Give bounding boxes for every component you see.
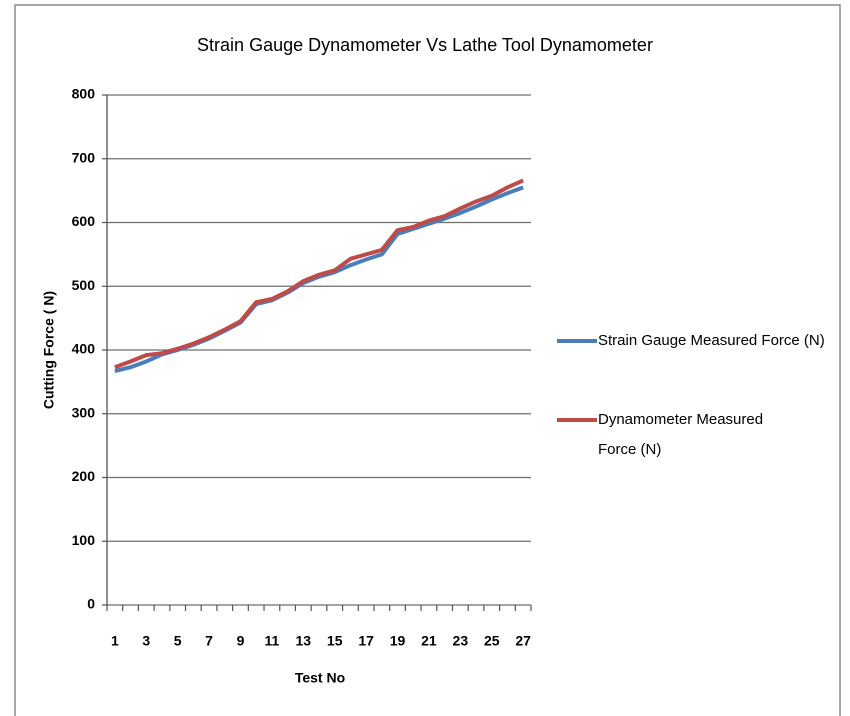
x-tick-label: 9 — [237, 633, 245, 649]
x-tick-label: 7 — [205, 633, 213, 649]
x-tick-label: 15 — [327, 633, 343, 649]
x-tick-label: 17 — [358, 633, 374, 649]
chart-title: Strain Gauge Dynamometer Vs Lathe Tool D… — [197, 35, 653, 55]
x-tick-label: 27 — [515, 633, 531, 649]
y-tick-label: 300 — [72, 404, 96, 420]
y-tick-label: 200 — [72, 468, 96, 484]
y-axis-label: Cutting Force ( N) — [41, 291, 57, 409]
x-tick-label: 13 — [296, 633, 312, 649]
x-axis-label: Test No — [295, 670, 345, 686]
y-tick-label: 700 — [72, 149, 96, 165]
y-tick-label: 400 — [72, 341, 96, 357]
data-line — [114, 178, 524, 370]
x-tick-label: 19 — [390, 633, 406, 649]
y-tick-label: 0 — [87, 596, 95, 612]
y-tick-label: 100 — [72, 532, 96, 548]
x-tick-label: 25 — [484, 633, 500, 649]
x-tick-label: 5 — [174, 633, 182, 649]
y-tick-label: 500 — [72, 277, 96, 293]
legend-label: Strain Gauge Measured Force (N) — [598, 332, 825, 349]
x-tick-label: 23 — [453, 633, 469, 649]
x-tick-label: 11 — [264, 633, 279, 649]
x-tick-label: 21 — [421, 633, 437, 649]
y-tick-label: 600 — [72, 213, 96, 229]
legend-label: Dynamometer Measured Force (N) — [598, 411, 764, 458]
x-tick-label: 1 — [111, 633, 119, 649]
x-tick-label: 3 — [142, 633, 150, 649]
y-tick-label: 800 — [72, 86, 96, 102]
